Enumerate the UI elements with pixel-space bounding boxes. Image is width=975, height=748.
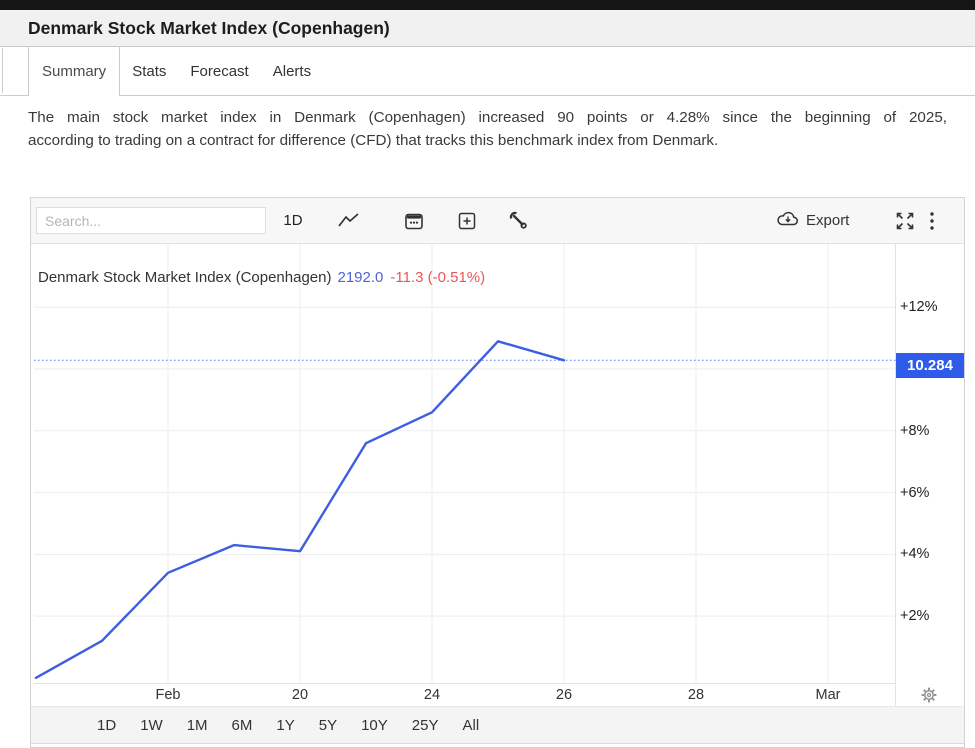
fullscreen-icon[interactable] — [893, 209, 917, 233]
axis-divider — [895, 684, 896, 706]
tab-summary[interactable]: Summary — [28, 47, 121, 96]
price-line-chart — [34, 244, 896, 684]
series-last-value: 2192.0 — [337, 269, 384, 286]
export-cloud-icon — [775, 210, 801, 232]
x-axis: Feb 20 24 26 28 Mar — [31, 684, 964, 706]
x-axis-label: 26 — [555, 687, 573, 703]
chart-toolbar: 1D — [31, 198, 964, 244]
range-button-25y[interactable]: 25Y — [411, 716, 439, 734]
tab-forecast[interactable]: Forecast — [190, 63, 249, 80]
tab-stats[interactable]: Stats — [132, 63, 167, 80]
range-button-1d[interactable]: 1D — [97, 716, 117, 734]
series-change: -11.3 (-0.51%) — [390, 269, 486, 286]
tab-bar: Summary Stats Forecast Alerts — [0, 47, 975, 96]
search-input[interactable] — [36, 207, 266, 234]
range-button-5y[interactable]: 5Y — [318, 716, 338, 734]
range-button-10y[interactable]: 10Y — [361, 716, 388, 734]
settings-gear-icon[interactable] — [920, 686, 938, 704]
more-menu-icon[interactable] — [925, 209, 939, 233]
y-axis-label: +12% — [900, 299, 938, 316]
y-axis-label: +4% — [900, 546, 930, 563]
export-button[interactable]: Export — [775, 198, 849, 243]
chart-legend: Denmark Stock Market Index (Copenhagen) 2… — [38, 269, 485, 286]
range-selector: 1D 1W 1M 6M 1Y 5Y 10Y 25Y All — [31, 706, 964, 744]
description-line-2: according to trading on a contract for d… — [28, 132, 719, 149]
tab-alerts[interactable]: Alerts — [272, 63, 312, 80]
interval-button[interactable]: 1D — [283, 212, 303, 229]
range-button-6m[interactable]: 6M — [231, 716, 253, 734]
x-axis-label: 28 — [687, 687, 705, 703]
series-name: Denmark Stock Market Index (Copenhagen) — [38, 269, 332, 286]
y-axis-label: +2% — [900, 608, 930, 625]
range-button-1w[interactable]: 1W — [140, 716, 163, 734]
tools-wrench-icon[interactable] — [507, 209, 531, 233]
description-line-1: The main stock market index in Denmark (… — [28, 109, 947, 126]
line-type-icon[interactable] — [337, 209, 361, 233]
range-button-all[interactable]: All — [462, 716, 480, 734]
x-axis-label: 24 — [423, 687, 441, 703]
range-button-1y[interactable]: 1Y — [276, 716, 295, 734]
chart-plot-area[interactable]: Denmark Stock Market Index (Copenhagen) 2… — [31, 244, 964, 684]
index-description: The main stock market index in Denmark (… — [28, 106, 947, 152]
chart-widget: 1D — [30, 197, 965, 748]
y-axis-label: +6% — [900, 484, 930, 501]
top-black-bar — [0, 0, 975, 10]
x-axis-label: Feb — [155, 687, 181, 703]
export-label: Export — [806, 212, 850, 229]
range-button-1m[interactable]: 1M — [186, 716, 208, 734]
add-compare-icon[interactable] — [455, 209, 479, 233]
page-title: Denmark Stock Market Index (Copenhagen) — [28, 18, 390, 38]
calendar-icon[interactable] — [402, 209, 426, 233]
x-axis-label: Mar — [815, 687, 841, 703]
page-header: Denmark Stock Market Index (Copenhagen) — [0, 10, 975, 47]
x-axis-label: 20 — [291, 687, 309, 703]
last-value-badge: 10.284 — [896, 353, 964, 379]
y-axis-label: +8% — [900, 422, 930, 439]
